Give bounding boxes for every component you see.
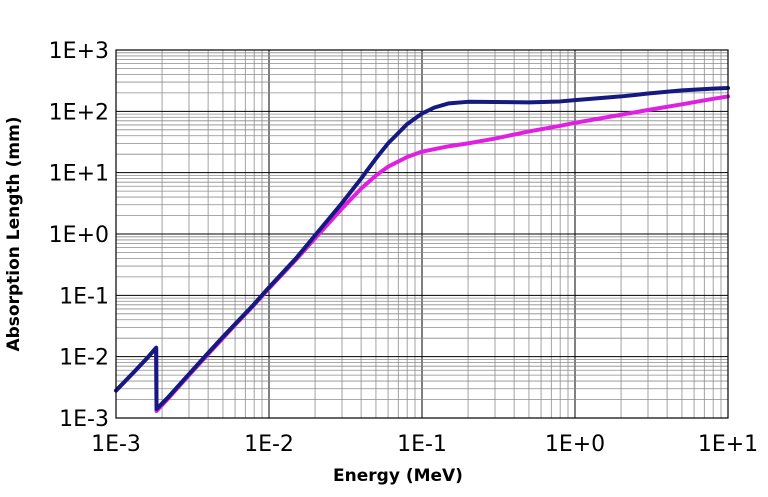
x-tick-label: 1E-1 (397, 432, 447, 457)
y-tick-label: 1E-1 (59, 284, 109, 309)
y-tick-label: 1E-2 (59, 346, 109, 371)
y-tick-label: 1E+0 (49, 223, 109, 248)
x-tick-label: 1E+0 (545, 432, 605, 457)
x-tick-label: 1E-3 (91, 432, 141, 457)
series-layer (114, 86, 730, 414)
grid (115, 50, 728, 419)
y-tick-label: 1E+1 (49, 162, 109, 187)
series-line-2 (114, 86, 730, 412)
y-tick-label: 1E+2 (49, 100, 109, 125)
tick-labels: 1E-3 1E-2 1E-1 1E+0 1E+1 1E-3 1E-2 1E-1 1E+0 1E+1… (49, 39, 758, 457)
x-tick-label: 1E+1 (698, 432, 758, 457)
y-axis-title: Absorption Length (mm) (4, 116, 24, 351)
x-tick-label: 1E-2 (244, 432, 294, 457)
plot-frame (115, 49, 729, 419)
y-tick-label: 1E-3 (59, 407, 109, 432)
y-tick-label: 1E+3 (49, 39, 109, 64)
x-axis-title: Energy (MeV) (333, 466, 463, 486)
